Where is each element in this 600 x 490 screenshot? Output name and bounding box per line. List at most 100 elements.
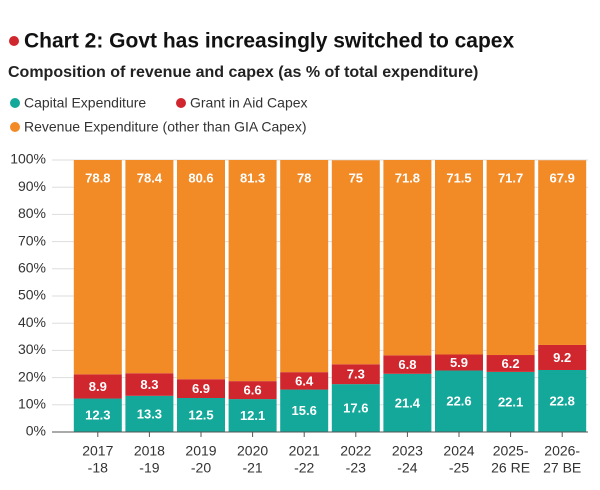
value-label: 8.9	[89, 379, 107, 394]
bar-segment	[383, 355, 432, 374]
x-tick-label: -19	[139, 460, 159, 476]
y-tick-label: 0%	[26, 423, 46, 439]
value-label: 78.4	[137, 170, 163, 185]
value-label: 8.3	[140, 377, 158, 392]
x-tick-label: 27 BE	[543, 460, 581, 476]
bar-segment	[280, 372, 329, 390]
value-label: 71.8	[395, 170, 420, 185]
x-tick-label: -23	[346, 460, 366, 476]
y-tick-label: 60%	[18, 260, 46, 276]
bar-segment	[486, 371, 535, 432]
y-tick-label: 30%	[18, 341, 46, 357]
bar-segment	[486, 160, 535, 356]
x-tick-label: 2024	[443, 443, 474, 459]
value-label: 22.8	[550, 393, 575, 408]
value-label: 22.6	[446, 394, 471, 409]
x-tick-label: 2017	[82, 443, 113, 459]
x-tick-label: -20	[191, 460, 211, 476]
value-label: 17.6	[343, 401, 368, 416]
legend-swatch	[10, 98, 20, 108]
bar-segment	[383, 373, 432, 432]
bar-segment	[228, 399, 277, 432]
legend-label: Revenue Expenditure (other than GIA Cape…	[24, 119, 307, 135]
bar-segment	[538, 344, 587, 370]
value-label: 13.3	[137, 406, 162, 421]
bar-segment	[125, 395, 174, 432]
x-tick-label: 2022	[340, 443, 371, 459]
bar-segment	[435, 354, 483, 371]
x-tick-label: -18	[88, 460, 108, 476]
value-label: 12.1	[240, 408, 265, 423]
legend-swatch	[10, 122, 20, 132]
x-tick-label: -25	[449, 460, 469, 476]
x-tick-label: 2020	[237, 443, 268, 459]
y-tick-label: 80%	[18, 205, 46, 221]
y-tick-label: 90%	[18, 178, 46, 194]
value-label: 75	[349, 170, 363, 185]
y-tick-label: 20%	[18, 368, 46, 384]
x-tick-label: -24	[397, 460, 417, 476]
chart-title: Chart 2: Govt has increasingly switched …	[24, 30, 514, 53]
legend-label: Grant in Aid Capex	[190, 95, 308, 111]
y-tick-label: 40%	[18, 314, 46, 330]
bar-segment	[125, 373, 174, 396]
bar-segment	[280, 160, 329, 373]
value-label: 21.4	[395, 395, 421, 410]
value-label: 71.5	[446, 170, 471, 185]
value-label: 6.4	[295, 373, 314, 388]
bar-segment	[435, 370, 483, 432]
bar-segment	[177, 398, 225, 432]
bar-segment	[280, 389, 329, 432]
x-tick-label: 2021	[289, 443, 320, 459]
x-tick-label: 2019	[185, 443, 216, 459]
value-label: 5.9	[450, 355, 468, 370]
value-label: 22.1	[498, 394, 523, 409]
bar-segment	[538, 369, 587, 432]
y-tick-label: 70%	[18, 232, 46, 248]
y-tick-label: 50%	[18, 287, 46, 303]
y-tick-label: 100%	[10, 151, 46, 167]
x-tick-label: -22	[294, 460, 314, 476]
value-label: 67.9	[550, 170, 575, 185]
value-label: 6.8	[398, 357, 416, 372]
bar-segment	[538, 160, 587, 345]
bar-segment	[177, 160, 225, 380]
value-label: 80.6	[188, 170, 213, 185]
value-label: 12.5	[188, 407, 213, 422]
x-tick-label: 26 RE	[491, 460, 530, 476]
bar-segment	[125, 160, 174, 374]
bar-segment	[73, 160, 122, 375]
legend-swatch	[176, 98, 186, 108]
y-tick-label: 10%	[18, 396, 46, 412]
value-label: 9.2	[553, 350, 571, 365]
value-label: 7.3	[347, 367, 365, 382]
x-tick-label: 2026-	[544, 443, 580, 459]
value-label: 12.3	[85, 408, 110, 423]
value-label: 78	[297, 170, 311, 185]
chart-subtitle: Composition of revenue and capex (as % o…	[8, 64, 478, 81]
bar-segment	[486, 355, 535, 372]
bar-segment	[228, 160, 277, 382]
legend-label: Capital Expenditure	[24, 95, 146, 111]
value-label: 81.3	[240, 170, 265, 185]
value-label: 6.9	[192, 381, 210, 396]
bar-segment	[331, 384, 380, 432]
bar-segment	[435, 160, 483, 355]
bar-segment	[73, 374, 122, 399]
x-tick-label: 2025-	[493, 443, 529, 459]
bar-segment	[73, 398, 122, 432]
value-label: 6.2	[502, 356, 520, 371]
value-label: 78.8	[85, 170, 110, 185]
bar-segment	[177, 379, 225, 398]
bar-segment	[331, 160, 380, 365]
title-dot	[9, 36, 19, 46]
value-label: 71.7	[498, 170, 523, 185]
bar-segment	[383, 160, 432, 356]
x-tick-label: 2018	[134, 443, 165, 459]
x-tick-label: -21	[242, 460, 262, 476]
value-label: 15.6	[292, 403, 317, 418]
value-label: 6.6	[244, 383, 262, 398]
bar-segment	[331, 364, 380, 385]
bar-segment	[228, 381, 277, 400]
